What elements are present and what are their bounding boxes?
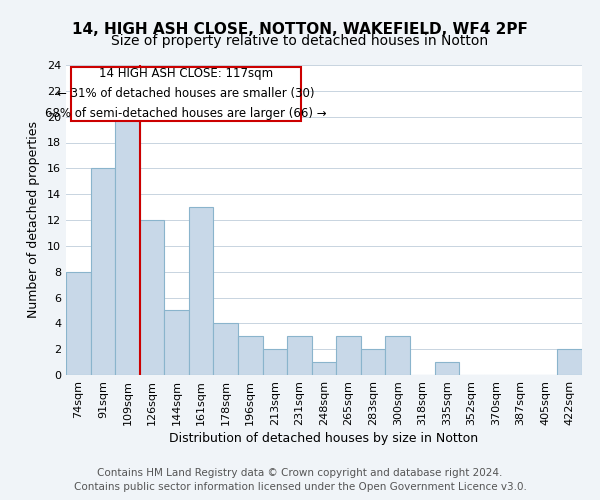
Bar [238, 336, 263, 375]
Text: Contains HM Land Registry data © Crown copyright and database right 2024.
Contai: Contains HM Land Registry data © Crown c… [74, 468, 526, 492]
Bar [91, 168, 115, 375]
Bar [140, 220, 164, 375]
Y-axis label: Number of detached properties: Number of detached properties [27, 122, 40, 318]
Bar [263, 349, 287, 375]
Text: 14, HIGH ASH CLOSE, NOTTON, WAKEFIELD, WF4 2PF: 14, HIGH ASH CLOSE, NOTTON, WAKEFIELD, W… [72, 22, 528, 38]
FancyBboxPatch shape [71, 66, 301, 121]
Bar [434, 362, 459, 375]
X-axis label: Distribution of detached houses by size in Notton: Distribution of detached houses by size … [169, 432, 479, 445]
Bar [361, 349, 385, 375]
Text: 14 HIGH ASH CLOSE: 117sqm
← 31% of detached houses are smaller (30)
68% of semi-: 14 HIGH ASH CLOSE: 117sqm ← 31% of detac… [45, 67, 327, 120]
Bar [557, 349, 582, 375]
Bar [287, 336, 312, 375]
Bar [336, 336, 361, 375]
Bar [312, 362, 336, 375]
Bar [214, 324, 238, 375]
Bar [385, 336, 410, 375]
Bar [66, 272, 91, 375]
Text: Size of property relative to detached houses in Notton: Size of property relative to detached ho… [112, 34, 488, 48]
Bar [115, 116, 140, 375]
Bar [164, 310, 189, 375]
Bar [189, 207, 214, 375]
